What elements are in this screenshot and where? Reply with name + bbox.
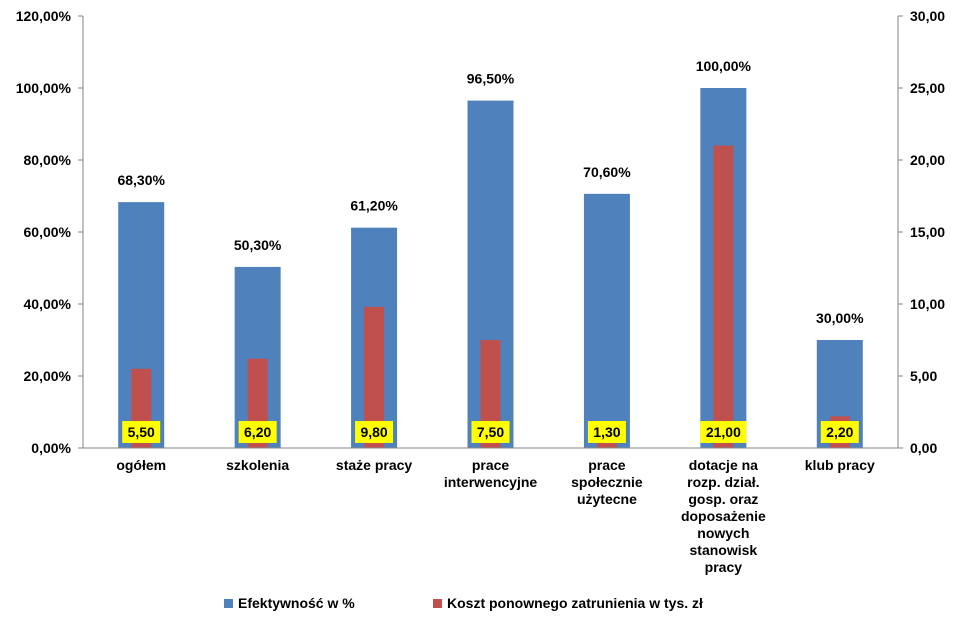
- data-label-efektywnosc: 30,00%: [816, 310, 864, 326]
- category-label: stanowisk: [690, 542, 758, 558]
- bar-koszt: [713, 145, 734, 448]
- category-label: społecznie: [571, 474, 643, 490]
- category-label: użytecne: [577, 491, 637, 507]
- data-label-koszt-box: [700, 421, 747, 443]
- data-label-koszt: 9,80: [360, 424, 387, 440]
- data-label-efektywnosc: 50,30%: [234, 237, 282, 253]
- legend-label-koszt: Koszt ponownego zatrunienia w tys. zł: [447, 595, 703, 611]
- right-axis-tick-label: 30,00: [910, 8, 945, 24]
- right-axis-tick-label: 20,00: [910, 152, 945, 168]
- right-axis-tick-label: 5,00: [910, 368, 937, 384]
- data-label-efektywnosc: 61,20%: [350, 198, 398, 214]
- legend-label-efektywnosc: Efektywność w %: [238, 595, 355, 611]
- data-label-efektywnosc: 70,60%: [583, 164, 631, 180]
- data-label-koszt: 7,50: [477, 424, 504, 440]
- category-label: gosp. oraz: [688, 491, 758, 507]
- legend-swatch-efektywnosc: [224, 598, 233, 608]
- left-axis-tick-label: 120,00%: [16, 8, 72, 24]
- data-labels: 68,30% 5,50 50,30% 6,20 61,20% 9,80 96,50% 7,50…: [117, 58, 864, 443]
- data-label-koszt: 1,30: [593, 424, 620, 440]
- data-label-koszt: 2,20: [826, 424, 853, 440]
- category-label: ogółem: [116, 457, 166, 473]
- left-axis-tick-label: 40,00%: [24, 296, 72, 312]
- category-label: prace: [472, 457, 510, 473]
- category-label: prace: [588, 457, 626, 473]
- right-axis-tick-label: 10,00: [910, 296, 945, 312]
- data-label-koszt-box: [238, 421, 277, 443]
- data-label-koszt: 5,50: [128, 424, 155, 440]
- left-axis-tick-label: 100,00%: [16, 80, 72, 96]
- category-label: szkolenia: [226, 457, 289, 473]
- data-label-efektywnosc: 96,50%: [467, 71, 515, 87]
- category-label: interwencyjne: [444, 474, 538, 490]
- left-axis-tick-label: 0,00%: [31, 440, 71, 456]
- left-axis-tick-label: 60,00%: [24, 224, 72, 240]
- category-label: nowych: [697, 525, 749, 541]
- category-label: rozp. dział.: [687, 474, 759, 490]
- data-label-koszt-box: [471, 421, 510, 443]
- legend-swatch-koszt: [433, 598, 442, 608]
- axis-lines: [82, 16, 899, 449]
- category-label: pracy: [705, 559, 743, 575]
- category-labels: ogółem szkolenia staże pracy praceinterwenc…: [116, 457, 875, 575]
- data-label-koszt-box: [820, 421, 859, 443]
- category-label: doposażenie: [681, 508, 766, 524]
- data-label-koszt-box: [355, 421, 394, 443]
- legend-item-efektywnosc: Efektywność w %: [224, 595, 355, 611]
- right-axis-tick-label: 0,00: [910, 440, 937, 456]
- bar-koszt: [364, 306, 385, 448]
- legend: Efektywność w % Koszt ponownego zatrunie…: [0, 595, 960, 617]
- right-y-axis: 0,00 5,00 10,00 15,00 20,00 25,00 30,00: [898, 8, 945, 456]
- legend-item-koszt: Koszt ponownego zatrunienia w tys. zł: [433, 595, 703, 611]
- data-label-efektywnosc: 100,00%: [696, 58, 752, 74]
- data-label-koszt-box: [587, 421, 626, 443]
- bar-efektywnosc: [583, 193, 630, 448]
- category-label: klub pracy: [805, 457, 875, 473]
- left-y-axis: 0,00% 20,00% 40,00% 60,00% 80,00% 100,00% 120,…: [16, 8, 83, 456]
- data-label-koszt-box: [122, 421, 161, 443]
- right-axis-tick-label: 25,00: [910, 80, 945, 96]
- data-label-efektywnosc: 68,30%: [117, 172, 165, 188]
- left-axis-tick-label: 80,00%: [24, 152, 72, 168]
- category-label: dotacje na: [689, 457, 758, 473]
- bars: [118, 88, 863, 448]
- data-label-koszt: 6,20: [244, 424, 271, 440]
- left-axis-tick-label: 20,00%: [24, 368, 72, 384]
- right-axis-tick-label: 15,00: [910, 224, 945, 240]
- data-label-koszt: 21,00: [706, 424, 741, 440]
- category-label: staże pracy: [336, 457, 412, 473]
